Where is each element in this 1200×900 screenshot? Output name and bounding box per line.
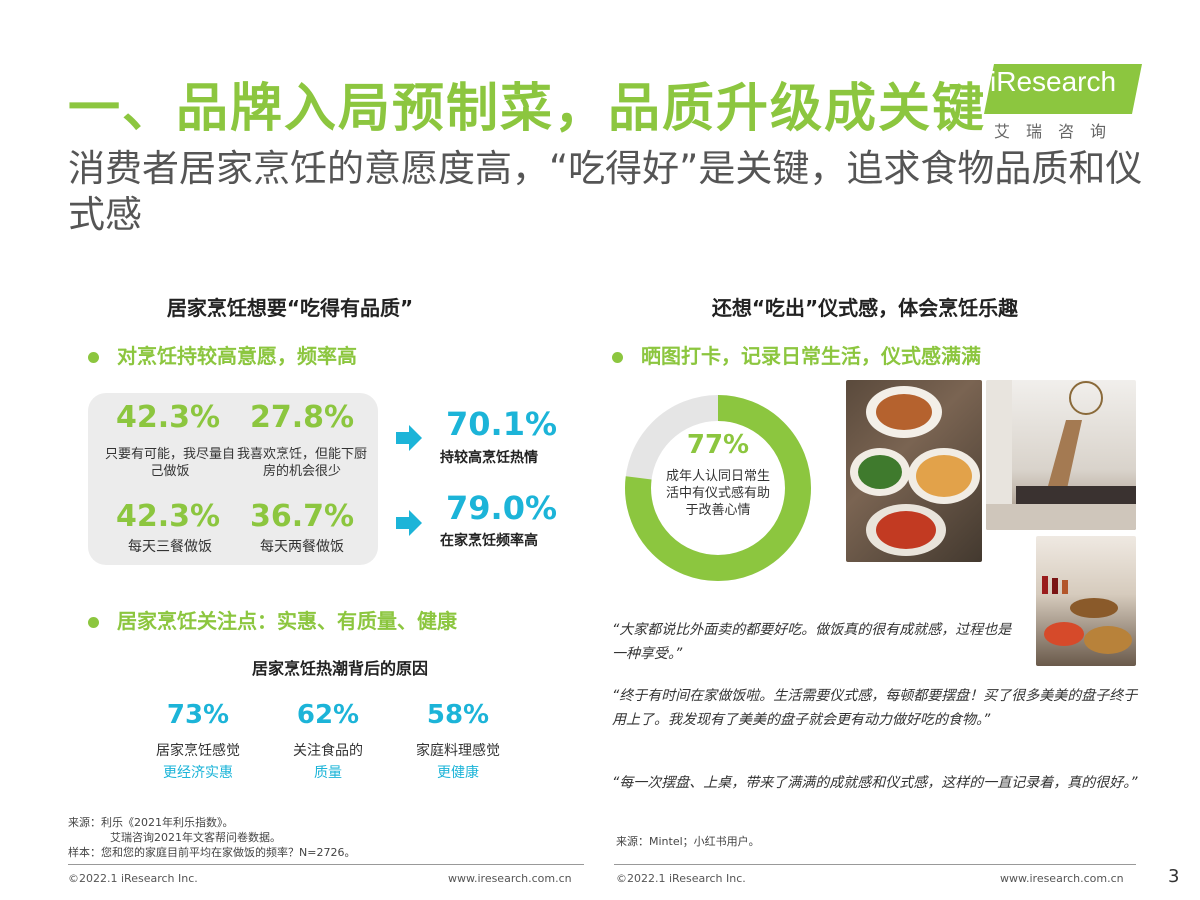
bullet-dot-icon bbox=[612, 352, 623, 363]
food-dishes-image bbox=[850, 386, 980, 556]
table-dishes-image bbox=[1042, 576, 1132, 654]
right-footer-divider bbox=[614, 864, 1136, 865]
reason-1-label: 居家烹饪感觉 bbox=[156, 743, 240, 759]
stat-3-value: 42.3% bbox=[115, 499, 221, 534]
reason-3-value: 58% bbox=[426, 700, 490, 730]
quote-2: “终于有时间在家做饭啦。生活需要仪式感，每顿都要摆盘！买了很多美美的盘子终于用上… bbox=[612, 688, 1138, 728]
stat-2-value: 27.8% bbox=[249, 400, 355, 435]
stat-1-label: 只要有可能，我尽量自己做饭 bbox=[104, 447, 235, 479]
dining-table-image bbox=[986, 380, 1136, 530]
page-subtitle: 消费者居家烹饪的意愿度高，“吃得好”是关键，追求食物品质和仪式感 bbox=[68, 147, 1143, 236]
reasons-title: 居家烹饪热潮背后的原因 bbox=[251, 659, 428, 678]
result-1-value: 70.1% bbox=[446, 405, 558, 443]
left-footer-url[interactable]: www.iresearch.com.cn bbox=[448, 872, 572, 885]
result-2-label: 在家烹饪频率高 bbox=[440, 533, 538, 549]
reason-2-highlight: 质量 bbox=[314, 765, 342, 781]
right-footer-url[interactable]: www.iresearch.com.cn bbox=[1000, 872, 1124, 885]
dining-room-photo bbox=[986, 380, 1136, 530]
stat-4-value: 36.7% bbox=[249, 499, 355, 534]
right-bullet-text: 晒图打卡，记录日常生活，仪式感满满 bbox=[641, 344, 981, 368]
stat-3-label: 每天三餐做饭 bbox=[128, 539, 212, 555]
quote-1: “大家都说比外面卖的都要好吃。做饭真的很有成就感，过程也是一种享受。” bbox=[612, 622, 1012, 662]
left-source-1: 来源：利乐《2021年利乐指数》。 bbox=[68, 816, 234, 829]
left-bullet-1-text: 对烹饪持较高意愿，频率高 bbox=[117, 344, 357, 368]
reason-3-label: 家庭料理感觉 bbox=[416, 743, 500, 759]
right-footer-copyright: ©2022.1 iResearch Inc. bbox=[616, 872, 746, 885]
left-source-3: 样本：您和您的家庭目前平均在家做饭的频率？N=2726。 bbox=[68, 846, 356, 859]
bullet-dot-icon bbox=[88, 352, 99, 363]
reason-1-highlight: 更经济实惠 bbox=[163, 765, 233, 781]
stat-4-label: 每天两餐做饭 bbox=[260, 539, 344, 555]
quote-3: “每一次摆盘、上桌，带来了满满的成就感和仪式感，这样的一直记录着，真的很好。” bbox=[612, 775, 1138, 791]
left-footer-divider bbox=[68, 864, 584, 865]
right-source: 来源：Mintel；小红书用户。 bbox=[616, 835, 760, 848]
left-bullet-2-text: 居家烹饪关注点：实惠、有质量、健康 bbox=[117, 609, 457, 633]
result-2-value: 79.0% bbox=[446, 489, 558, 527]
reason-1-value: 73% bbox=[166, 700, 230, 730]
right-bullet: 晒图打卡，记录日常生活，仪式感满满 bbox=[612, 340, 981, 369]
arrow-right-icon bbox=[396, 425, 422, 451]
reason-2-label: 关注食品的 bbox=[293, 743, 363, 759]
logo-subtext: 艾瑞咨询 bbox=[994, 122, 1123, 141]
result-1-label: 持较高烹饪热情 bbox=[440, 450, 538, 466]
arrow-right-icon bbox=[396, 510, 422, 536]
reason-3-highlight: 更健康 bbox=[437, 765, 479, 781]
donut-chart bbox=[625, 395, 811, 581]
reason-2-value: 62% bbox=[296, 700, 360, 730]
page-number: 3 bbox=[1168, 866, 1180, 887]
stat-1-value: 42.3% bbox=[115, 400, 221, 435]
food-photo-2 bbox=[1036, 536, 1136, 666]
stats-panel bbox=[88, 393, 378, 565]
left-footer-copyright: ©2022.1 iResearch Inc. bbox=[68, 872, 198, 885]
donut-value: 77% bbox=[686, 430, 750, 460]
right-section-title: 还想“吃出”仪式感，体会烹饪乐趣 bbox=[711, 296, 1019, 320]
left-source-2: 艾瑞咨询2021年文客帮问卷数据。 bbox=[110, 831, 281, 844]
left-bullet-1: 对烹饪持较高意愿，频率高 bbox=[88, 340, 357, 369]
left-section-title: 居家烹饪想要“吃得有品质” bbox=[166, 296, 414, 320]
iresearch-logo bbox=[984, 64, 1142, 114]
donut-label: 成年人认同日常生活中有仪式感有助于改善心情 bbox=[665, 469, 770, 518]
stat-2-label: 我喜欢烹饪，但能下厨房的机会很少 bbox=[236, 447, 367, 479]
donut-arc bbox=[625, 395, 811, 581]
left-bullet-2: 居家烹饪关注点：实惠、有质量、健康 bbox=[88, 605, 457, 634]
logo-text: iResearch bbox=[990, 66, 1117, 97]
bullet-dot-icon bbox=[88, 617, 99, 628]
page-title: 一、品牌入局预制菜，品质升级成关键 bbox=[68, 79, 987, 139]
food-photo-1 bbox=[846, 380, 982, 562]
